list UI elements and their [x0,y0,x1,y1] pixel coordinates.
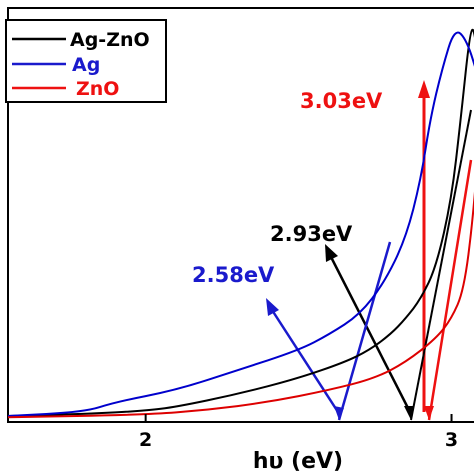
blue-arrow-line [270,309,340,413]
series-line-zno [7,191,474,419]
black-arrow-line [328,254,412,413]
blue-tangent-line [337,241,392,421]
annotation-2.93ev: 2.93eV [270,222,353,246]
annotation-3.03ev: 3.03eV [300,89,383,113]
x-tick-label-2: 2 [139,429,152,451]
legend-label-zno: ZnO [76,78,119,100]
black-arrow-head [325,244,338,262]
plot-frame [7,7,474,423]
series-line-ag-zno [7,28,474,417]
annotation-arrows [266,80,473,421]
series-line-ag [7,31,474,417]
black-tangent-line [410,109,472,421]
series-layer [7,28,474,419]
x-axis-title: hυ (eV) [253,449,343,474]
legend-label-ag-zno: Ag-ZnO [70,29,150,51]
legend-label-ag: Ag [72,54,100,76]
red-tangent-line [427,159,473,421]
annotation-2.58ev: 2.58eV [192,263,275,287]
blue-arrow-head [266,298,279,316]
red-arrow-head-up [418,80,430,98]
legend: Ag-ZnO Ag ZnO [5,19,167,103]
x-tick-label-3: 3 [445,429,458,451]
